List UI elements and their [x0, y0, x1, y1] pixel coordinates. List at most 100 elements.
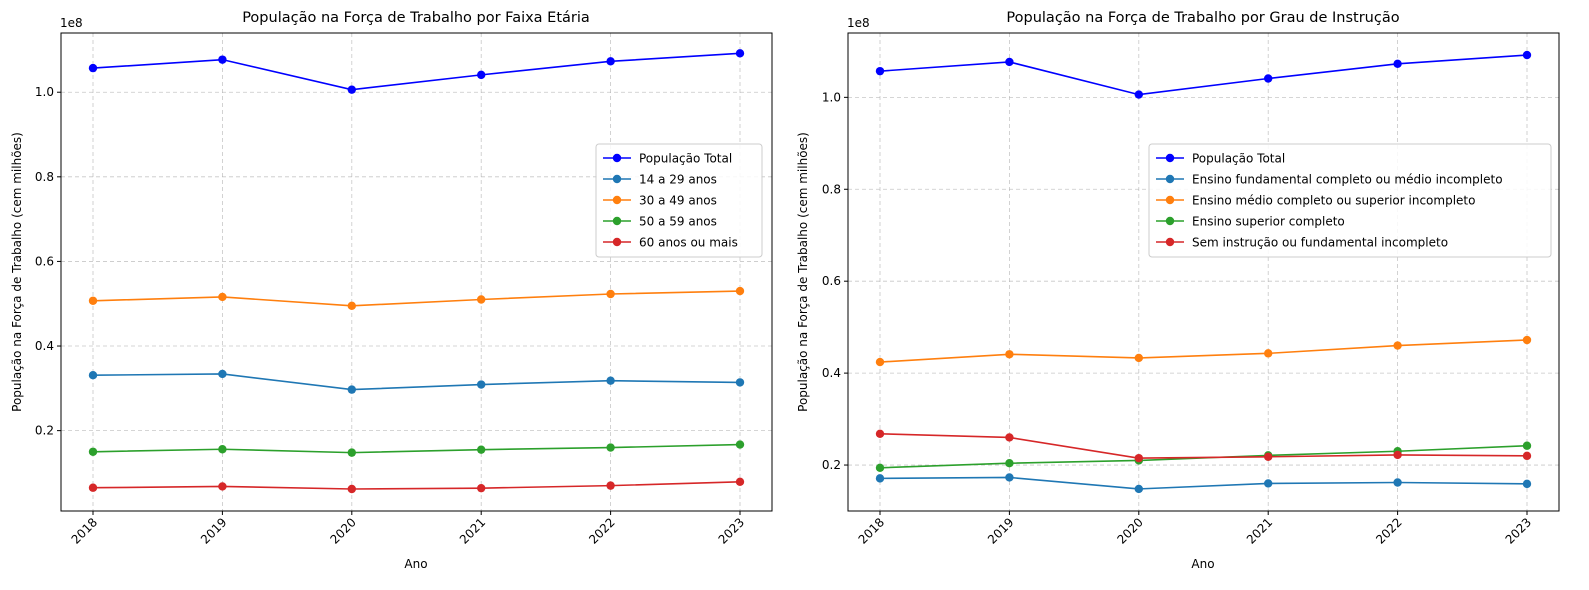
data-point — [1005, 57, 1014, 67]
data-point — [606, 443, 615, 452]
legend-label: 14 a 29 anos — [639, 173, 717, 187]
data-point — [1264, 349, 1273, 358]
legend: População Total Ensino fundamental comple… — [1148, 143, 1552, 258]
y-tick-label: 0.6 — [822, 274, 841, 288]
legend-marker — [1165, 216, 1175, 226]
data-point — [477, 70, 486, 80]
data-point — [347, 301, 356, 311]
x-tick-label: 2018 — [856, 515, 887, 546]
legend-label: População Total — [639, 152, 732, 166]
grid — [61, 33, 772, 511]
legend-box — [595, 143, 763, 258]
legend-label: Sem instrução ou fundamental incompleto — [1192, 236, 1448, 250]
x-tick-label: 2023 — [1503, 515, 1534, 546]
chart-title: População na Força de Trabalho por Grau … — [1006, 10, 1399, 26]
y-tick-label: 0.4 — [35, 339, 54, 353]
legend-label: Ensino superior completo — [1192, 215, 1345, 229]
y-tick-label: 1.0 — [822, 90, 841, 104]
data-point — [1393, 59, 1402, 68]
legend-marker — [612, 237, 622, 247]
data-point — [477, 445, 486, 454]
x-tick-label: 2018 — [69, 515, 100, 546]
data-point — [1522, 441, 1532, 450]
data-point — [88, 447, 98, 456]
axes-frame — [60, 32, 773, 512]
legend-label: 50 a 59 anos — [639, 215, 717, 229]
series-line — [92, 290, 741, 307]
data-point — [1522, 479, 1532, 489]
legend-marker — [1165, 237, 1175, 247]
data-point — [1134, 90, 1144, 99]
data-point — [1522, 451, 1532, 461]
data-point — [1264, 479, 1273, 488]
data-point — [735, 49, 745, 58]
data-point — [1134, 353, 1144, 363]
data-point — [735, 477, 745, 487]
legend-label: População Total — [1192, 152, 1285, 166]
y-tick-label: 0.8 — [822, 182, 841, 196]
x-tick-label: 2023 — [716, 515, 747, 546]
legend-label: 60 anos ou mais — [639, 236, 738, 250]
data-point — [606, 376, 615, 385]
y-offset-label: 1e8 — [60, 16, 83, 30]
data-point — [477, 380, 486, 389]
data-point — [347, 448, 356, 457]
data-point — [347, 484, 356, 494]
data-point — [218, 482, 227, 491]
y-tick-label: 0.4 — [822, 366, 841, 380]
x-axis-label: Ano — [1191, 557, 1214, 571]
y-axis-label: População na Força de Trabalho (cem milh… — [796, 132, 810, 412]
legend-marker — [612, 195, 622, 205]
series-line — [92, 481, 741, 490]
axes: 0.2 0.4 0.6 0.8 1.0 2018 2019 2020 2021 2022 2023 — [822, 32, 1560, 547]
data-point — [1005, 433, 1014, 442]
legend-label: Ensino médio completo ou superior incomp… — [1192, 194, 1475, 208]
series-layer — [875, 50, 1532, 494]
legend: População Total 14 a 29 anos 30 a 49 anos 5… — [595, 143, 763, 258]
data-point — [735, 378, 745, 387]
legend-marker — [1165, 153, 1175, 163]
series-line — [92, 443, 741, 454]
data-point — [1005, 473, 1014, 482]
series-line — [92, 373, 741, 391]
data-point — [1393, 450, 1402, 460]
legend-label: Ensino fundamental completo ou médio inc… — [1192, 173, 1503, 187]
x-tick-label: 2020 — [1114, 515, 1145, 546]
data-point — [875, 66, 885, 76]
data-point — [875, 357, 885, 367]
legend-marker — [1165, 174, 1175, 184]
data-point — [735, 440, 745, 449]
x-tick-label: 2022 — [586, 515, 617, 546]
data-point — [1005, 459, 1014, 468]
data-point — [735, 286, 745, 296]
data-point — [88, 63, 98, 73]
data-point — [1134, 484, 1144, 494]
data-point — [477, 483, 486, 493]
x-tick-label: 2021 — [1244, 515, 1275, 546]
data-point — [218, 445, 227, 454]
series-line — [879, 432, 1528, 459]
y-tick-label: 1.0 — [35, 85, 54, 99]
data-point — [218, 369, 227, 379]
grid — [848, 33, 1559, 511]
y-tick-label: 0.2 — [35, 424, 54, 438]
data-point — [347, 85, 356, 94]
data-point — [1134, 453, 1144, 463]
x-tick-label: 2022 — [1373, 515, 1404, 546]
series-line — [879, 339, 1528, 363]
data-point — [875, 463, 885, 472]
data-point — [347, 385, 356, 394]
data-point — [1522, 50, 1532, 60]
chart-title: População na Força de Trabalho por Faixa… — [242, 10, 590, 26]
axes-frame — [847, 32, 1560, 512]
y-tick-label: 0.8 — [35, 170, 54, 184]
y-tick-label: 0.6 — [35, 254, 54, 268]
data-point — [1264, 74, 1273, 83]
y-offset-label: 1e8 — [847, 16, 870, 30]
legend-marker — [612, 216, 622, 226]
series-line — [879, 54, 1528, 96]
series-line — [879, 476, 1528, 490]
data-point — [88, 483, 98, 492]
data-point — [1005, 350, 1014, 359]
